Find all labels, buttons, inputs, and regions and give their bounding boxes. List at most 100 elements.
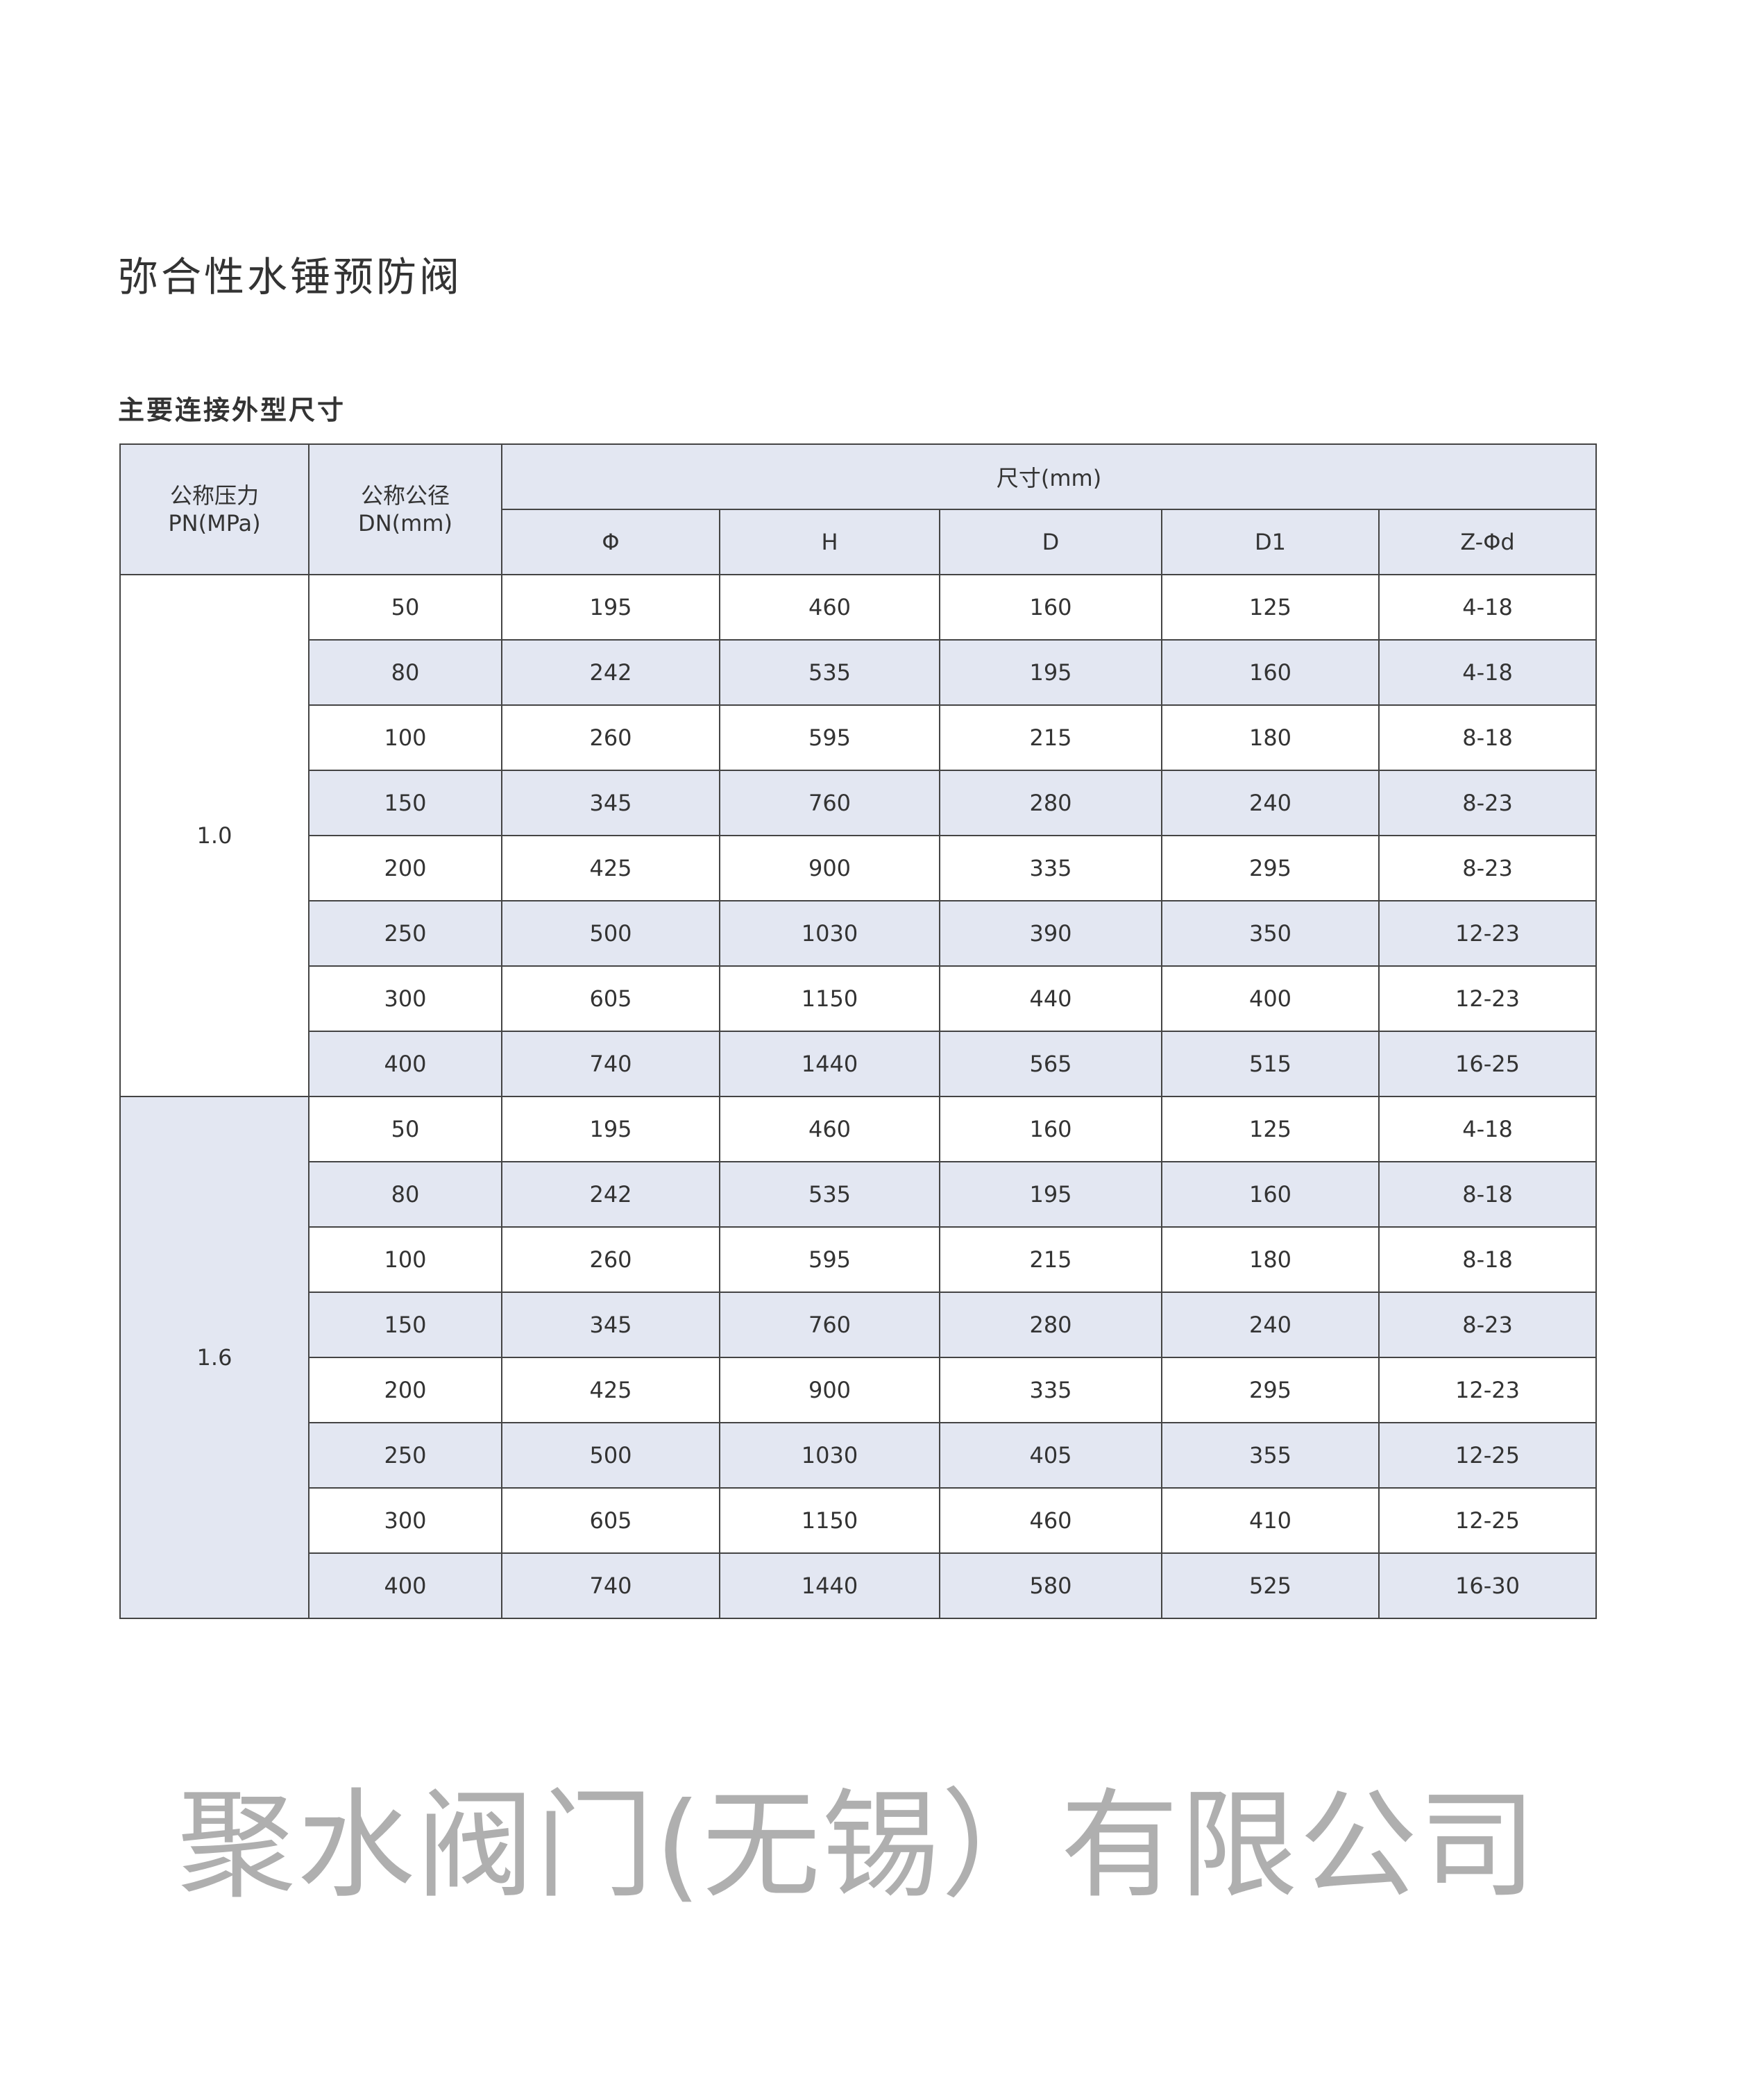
table-row: 150 345 760 280 240 8-23 [120, 1292, 1598, 1358]
z-phid-cell: 8-23 [1378, 835, 1598, 901]
header-dn-label: 公称公径 [360, 482, 450, 509]
d-cell: 580 [939, 1552, 1162, 1619]
table-row: 100 260 595 215 180 8-18 [120, 1226, 1598, 1293]
d1-cell: 125 [1161, 574, 1380, 641]
table-row: 1.0 50 195 460 160 125 4-18 [119, 574, 1598, 1097]
d1-cell: 180 [1161, 704, 1380, 771]
h-cell: 1150 [719, 965, 940, 1032]
table-row: 200 425 900 335 295 8-23 [120, 835, 1598, 901]
dn-cell: 200 [308, 1357, 502, 1423]
d1-cell: 160 [1161, 639, 1380, 706]
h-cell: 1150 [719, 1487, 940, 1554]
h-cell: 535 [719, 639, 940, 706]
table-row: 200 425 900 335 295 12-23 [120, 1357, 1598, 1423]
d1-cell: 180 [1161, 1226, 1380, 1293]
dn-cell: 400 [308, 1552, 502, 1619]
phi-cell: 605 [501, 1487, 720, 1554]
header-pn: 公称压力 PN(MPa) [119, 443, 310, 575]
dn-cell: 100 [308, 704, 502, 771]
phi-cell: 500 [501, 1422, 720, 1489]
d-cell: 195 [939, 639, 1162, 706]
h-cell: 1030 [719, 900, 940, 967]
h-cell: 1440 [719, 1552, 940, 1619]
z-phid-cell: 8-18 [1378, 704, 1598, 771]
dn-cell: 300 [308, 965, 502, 1032]
header-col-d1: D1 [1161, 509, 1380, 575]
pn-cell: 1.0 [119, 574, 310, 1097]
table-body: 1.0 50 195 460 160 125 4-18 80 242 535 195 160 4-18 1… [119, 574, 1598, 1619]
header-col-z-phid: Z-Φd [1378, 509, 1598, 575]
dn-cell: 80 [308, 639, 502, 706]
table-row: 300 605 1150 460 410 12-25 [120, 1487, 1598, 1554]
d1-cell: 525 [1161, 1552, 1380, 1619]
dn-cell: 200 [308, 835, 502, 901]
dn-cell: 300 [308, 1487, 502, 1554]
header-col-h: H [719, 509, 940, 575]
d-cell: 160 [939, 1096, 1162, 1162]
dn-cell: 50 [308, 1096, 502, 1162]
section-title: 主要连接外型尺寸 [118, 395, 346, 425]
z-phid-cell: 16-30 [1378, 1552, 1598, 1619]
phi-cell: 500 [501, 900, 720, 967]
phi-cell: 260 [501, 1226, 720, 1293]
phi-cell: 605 [501, 965, 720, 1032]
z-phid-cell: 4-18 [1378, 574, 1598, 641]
phi-cell: 195 [501, 574, 720, 641]
h-cell: 760 [719, 1292, 940, 1358]
phi-cell: 740 [501, 1031, 720, 1097]
phi-cell: 260 [501, 704, 720, 771]
d1-cell: 240 [1161, 1292, 1380, 1358]
d-cell: 335 [939, 835, 1162, 901]
z-phid-cell: 8-23 [1378, 770, 1598, 836]
dimensions-table: 公称压力 PN(MPa) 公称公径 DN(mm) 尺寸(mm) Φ H D D1… [119, 443, 1598, 1619]
dn-cell: 400 [308, 1031, 502, 1097]
d1-cell: 125 [1161, 1096, 1380, 1162]
h-cell: 900 [719, 1357, 940, 1423]
d1-cell: 240 [1161, 770, 1380, 836]
z-phid-cell: 4-18 [1378, 639, 1598, 706]
table-row: 1.6 50 195 460 160 125 4-18 [119, 1096, 1598, 1619]
h-cell: 1440 [719, 1031, 940, 1097]
header-col-phi: Φ [501, 509, 720, 575]
d1-cell: 400 [1161, 965, 1380, 1032]
h-cell: 1030 [719, 1422, 940, 1489]
h-cell: 760 [719, 770, 940, 836]
phi-cell: 740 [501, 1552, 720, 1619]
phi-cell: 425 [501, 835, 720, 901]
dn-cell: 80 [308, 1161, 502, 1228]
phi-cell: 242 [501, 1161, 720, 1228]
dn-cell: 150 [308, 770, 502, 836]
table-row: 80 242 535 195 160 8-18 [120, 1161, 1598, 1228]
z-phid-cell: 8-18 [1378, 1226, 1598, 1293]
d-cell: 280 [939, 1292, 1162, 1358]
dn-cell: 100 [308, 1226, 502, 1293]
table-row: 100 260 595 215 180 8-18 [120, 704, 1598, 771]
d-cell: 160 [939, 574, 1162, 641]
header-col-d: D [939, 509, 1162, 575]
header-pn-label: 公称压力 [169, 482, 259, 509]
d-cell: 440 [939, 965, 1162, 1032]
z-phid-cell: 16-25 [1378, 1031, 1598, 1097]
z-phid-cell: 12-25 [1378, 1487, 1598, 1554]
h-cell: 595 [719, 704, 940, 771]
phi-cell: 425 [501, 1357, 720, 1423]
z-phid-cell: 12-23 [1378, 965, 1598, 1032]
d1-cell: 410 [1161, 1487, 1380, 1554]
table-row: 400 740 1440 565 515 16-25 [120, 1031, 1598, 1097]
watermark: 聚水阀门(无锡）有限公司 [177, 1777, 1539, 1915]
dn-cell: 50 [308, 574, 502, 641]
h-cell: 460 [719, 1096, 940, 1162]
table-row: 250 500 1030 390 350 12-23 [120, 900, 1598, 967]
phi-cell: 242 [501, 639, 720, 706]
d-cell: 195 [939, 1161, 1162, 1228]
header-dimensions: 尺寸(mm) [500, 443, 1598, 510]
z-phid-cell: 8-23 [1378, 1292, 1598, 1358]
d1-cell: 160 [1161, 1161, 1380, 1228]
h-cell: 595 [719, 1226, 940, 1293]
z-phid-cell: 12-23 [1378, 900, 1598, 967]
phi-cell: 195 [501, 1096, 720, 1162]
d-cell: 565 [939, 1031, 1162, 1097]
table-row: 80 242 535 195 160 4-18 [120, 639, 1598, 706]
header-dn-unit: DN(mm) [358, 510, 452, 536]
table-row: 150 345 760 280 240 8-23 [120, 770, 1598, 836]
